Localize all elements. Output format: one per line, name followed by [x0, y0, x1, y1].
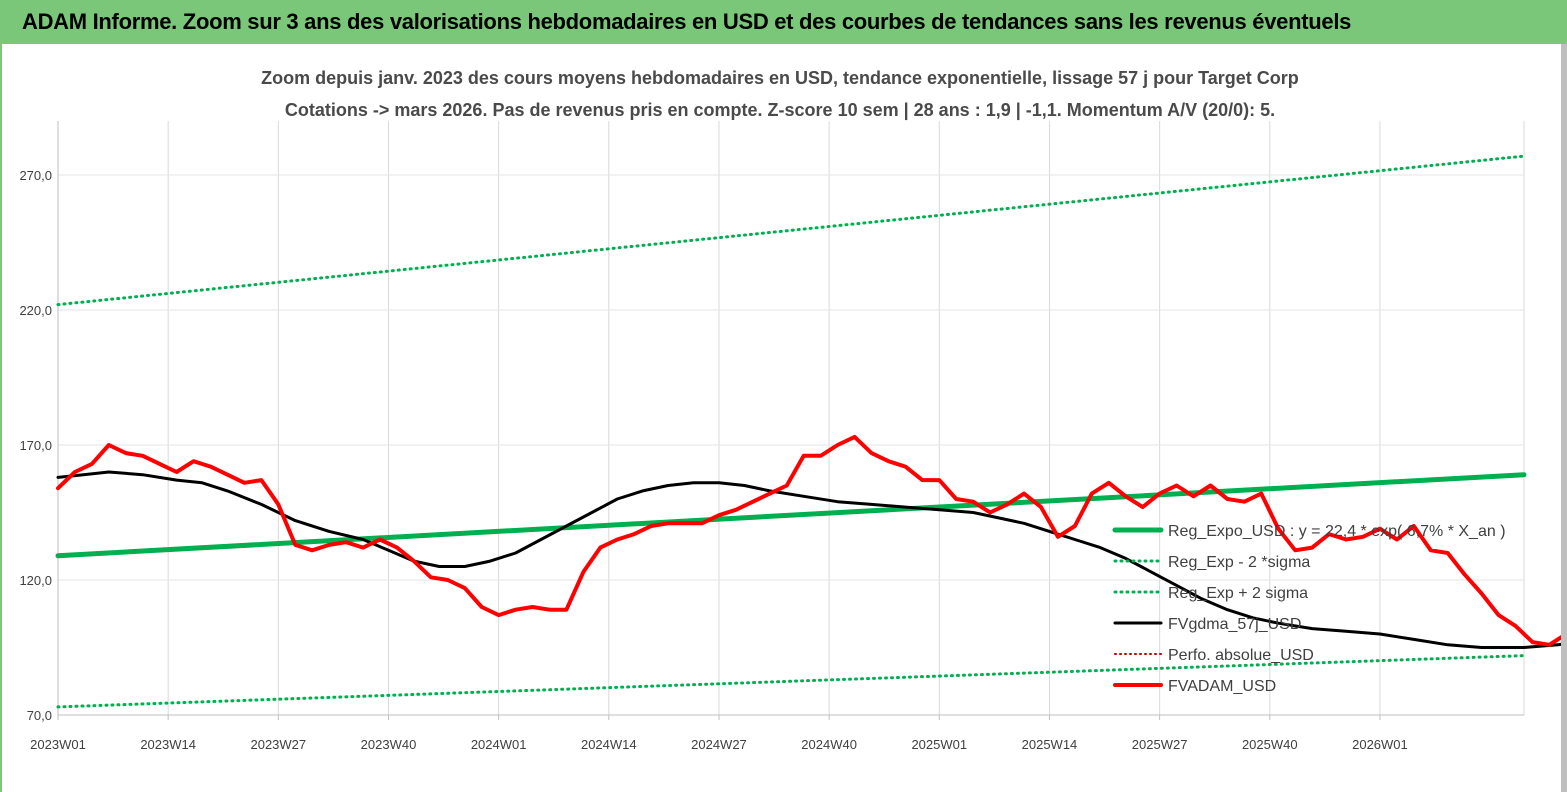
chart-frame: Zoom depuis janv. 2023 des cours moyens …	[0, 44, 1567, 792]
series-line-0	[55, 472, 1527, 559]
series-line-3	[56, 470, 1561, 649]
x-tick-label: 2026W01	[1352, 737, 1408, 752]
legend-entry: Reg_Exp - 2 *sigma	[1168, 554, 1310, 571]
report-header-bar: ADAM Informe. Zoom sur 3 ans des valoris…	[0, 0, 1567, 44]
x-tick-label: 2023W40	[361, 737, 417, 752]
y-tick-label: 170,0	[19, 438, 52, 453]
series-line-5	[56, 434, 1561, 647]
x-tick-label: 2024W40	[801, 737, 857, 752]
legend-entry: FVgdma_57j_USD	[1168, 616, 1301, 633]
x-tick-label: 2023W14	[140, 737, 196, 752]
x-tick-label: 2024W14	[581, 737, 637, 752]
x-tick-label: 2025W14	[1022, 737, 1078, 752]
legend-entry: Perfo. absolue_USD	[1168, 647, 1314, 664]
series-line-2	[56, 154, 1526, 307]
x-tick-label: 2024W01	[471, 737, 527, 752]
x-tick-label: 2024W27	[691, 737, 747, 752]
y-tick-label: 70,0	[27, 708, 52, 723]
legend-entry: Reg_Expo_USD : y = 22,4 * exp( 6,7% * X_…	[1168, 523, 1506, 540]
x-tick-label: 2025W01	[911, 737, 967, 752]
y-tick-label: 270,0	[19, 168, 52, 183]
chart-series	[55, 154, 1561, 709]
chart-axes: 70,0 120,0 170,0 220,0 270,0 2023W01 2023W14 20…	[19, 121, 1524, 752]
y-tick-label: 120,0	[19, 573, 52, 588]
report-title: ADAM Informe. Zoom sur 3 ans des valoris…	[22, 9, 1352, 34]
legend-entry: FVADAM_USD	[1168, 678, 1276, 695]
chart-legend: Reg_Expo_USD : y = 22,4 * exp( 6,7% * X_…	[1112, 523, 1506, 695]
line-chart: Zoom depuis janv. 2023 des cours moyens …	[19, 68, 1561, 752]
chart-subtitle: Cotations -> mars 2026. Pas de revenus p…	[285, 100, 1275, 120]
x-tick-label: 2025W27	[1132, 737, 1188, 752]
x-tick-label: 2023W27	[250, 737, 306, 752]
series-line-1	[56, 654, 1526, 709]
y-tick-label: 220,0	[19, 303, 52, 318]
x-tick-label: 2023W01	[30, 737, 86, 752]
legend-entry: Reg_Exp + 2 sigma	[1168, 585, 1308, 602]
chart-gridlines	[57, 121, 1525, 716]
chart-title: Zoom depuis janv. 2023 des cours moyens …	[261, 68, 1299, 88]
x-tick-label: 2025W40	[1242, 737, 1298, 752]
